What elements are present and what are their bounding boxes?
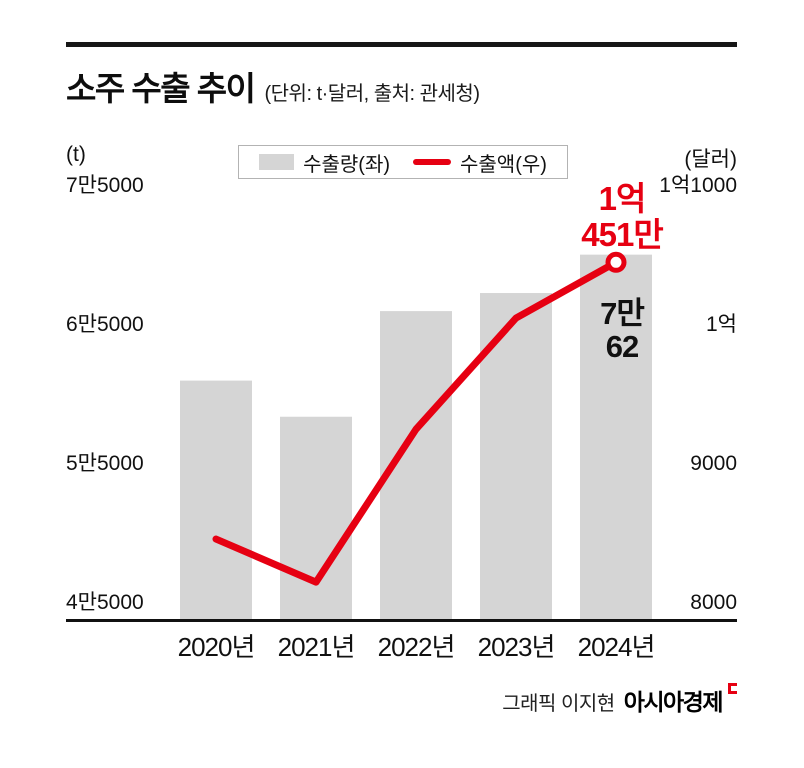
brand-mark-icon <box>728 683 737 694</box>
soju-export-chart <box>66 251 737 622</box>
bar-value-annotation: 7만 62 <box>558 297 686 364</box>
credit-graphic-byline: 그래픽 이지현 <box>502 693 615 715</box>
x-axis-label: 2023년 <box>477 632 556 662</box>
bar-swatch-icon <box>259 154 295 170</box>
bar-value-annotation-line1: 7만 <box>600 296 645 331</box>
legend-bar-label: 수출량(좌) <box>303 153 390 176</box>
page-title: 소주 수출 추이 <box>66 70 256 107</box>
credit: 그래픽 이지현 아시아경제 <box>502 683 737 717</box>
left-axis-unit: (t) <box>66 143 86 166</box>
chart-legend: 수출량(좌) 수출액(우) <box>238 145 568 179</box>
x-axis-label: 2024년 <box>577 632 656 662</box>
title-unit-source: (단위: t·달러, 출처: 관세청) <box>264 83 480 105</box>
bar-2021년 <box>280 416 352 620</box>
title-row: 소주 수출 추이 (단위: t·달러, 출처: 관세청) <box>66 62 480 110</box>
x-axis-label: 2021년 <box>277 632 356 662</box>
x-axis-line <box>66 619 737 622</box>
line-value-annotation-line2: 451만 <box>581 215 663 253</box>
export-value-line <box>212 258 620 586</box>
bar-2024년 <box>580 254 652 621</box>
bar-value-annotation-line2: 62 <box>605 329 639 365</box>
line-swatch-icon <box>413 159 451 165</box>
line-endpoint-marker <box>605 251 627 273</box>
brand-logo: 아시아경제 <box>623 689 724 715</box>
legend-line-label: 수출액(우) <box>460 153 547 176</box>
line-value-annotation: 1억 451만 <box>552 181 692 252</box>
right-axis-unit: (달러) <box>684 148 737 171</box>
x-axis-label: 2020년 <box>177 632 256 662</box>
top-rule <box>66 42 737 47</box>
bar-2020년 <box>180 380 252 620</box>
x-axis-label: 2022년 <box>377 632 456 662</box>
line-value-annotation-line1: 1억 <box>598 180 647 217</box>
